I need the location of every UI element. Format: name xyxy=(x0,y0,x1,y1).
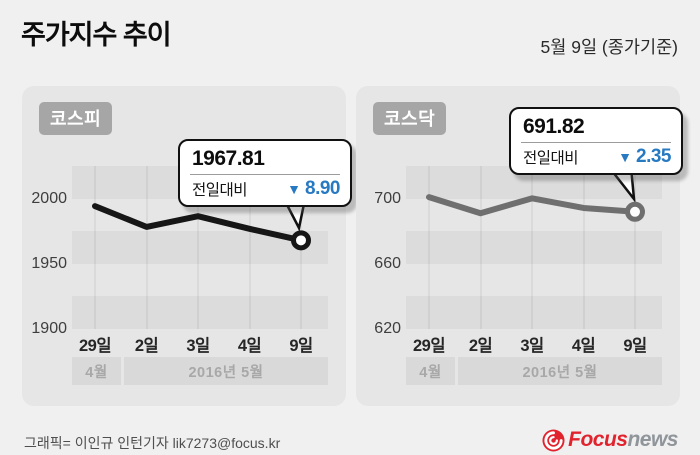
gridline xyxy=(248,166,251,329)
plot-band xyxy=(406,264,662,297)
kosdaq-change-value: 2.35 xyxy=(636,146,671,167)
gridline xyxy=(634,166,636,329)
month-bar-may: 2016년 5월 xyxy=(458,357,662,385)
gridline xyxy=(531,166,533,329)
down-triangle-icon: ▼ xyxy=(287,181,302,197)
gridline xyxy=(479,166,482,329)
kospi-change-value: 8.90 xyxy=(305,178,340,199)
divider xyxy=(190,174,340,175)
logo-text-news: news xyxy=(627,428,678,451)
gridline xyxy=(582,166,585,329)
x-axis-tick: 2일 xyxy=(468,337,493,355)
gridline xyxy=(145,166,148,329)
plot-band xyxy=(72,231,328,264)
focus-news-logo: Focus news xyxy=(542,428,678,452)
change-label: 전일대비 xyxy=(523,150,579,167)
x-axis-tick: 3일 xyxy=(520,337,544,355)
date-note: 5월 9일 (종가기준) xyxy=(540,37,678,57)
gridline xyxy=(428,166,430,329)
kospi-panel: 2000 1950 1900 29일 2일 3일 4일 9일 4월 2016년 … xyxy=(22,86,352,406)
gridline xyxy=(197,166,199,329)
x-axis-tick: 4일 xyxy=(237,337,262,355)
x-axis-tick: 3일 xyxy=(186,337,210,355)
divider xyxy=(521,142,671,143)
page-title: 주가지수 추이 xyxy=(21,20,172,50)
x-axis-tick: 9일 xyxy=(289,337,313,355)
y-axis-tick: 700 xyxy=(374,190,401,207)
x-axis-tick: 4일 xyxy=(571,337,596,355)
plot-band xyxy=(406,231,662,264)
plot-band xyxy=(72,296,328,329)
y-axis-tick: 2000 xyxy=(31,190,67,207)
logo-text-focus: Focus xyxy=(568,428,628,451)
credit-line: 그래픽= 이인규 인턴기자 lik7273@focus.kr xyxy=(24,435,281,451)
change-label: 전일대비 xyxy=(192,182,248,199)
x-axis-tick: 9일 xyxy=(623,337,647,355)
plot-band xyxy=(406,199,662,232)
kospi-close-value: 1967.81 xyxy=(192,147,265,170)
kosdaq-panel: 700 660 620 29일 2일 3일 4일 9일 4월 2016년 5월 … xyxy=(356,86,683,406)
plot-band xyxy=(72,264,328,297)
x-axis-tick: 29일 xyxy=(412,337,446,355)
month-bar-may: 2016년 5월 xyxy=(124,357,328,385)
kosdaq-callout: 691.82 전일대비 ▼ 2.35 xyxy=(509,107,683,175)
kospi-badge: 코스피 xyxy=(39,102,113,135)
y-axis-tick: 620 xyxy=(374,320,401,337)
plot-band xyxy=(406,296,662,329)
y-axis-tick: 1900 xyxy=(31,320,67,337)
y-axis-tick: 660 xyxy=(374,255,401,272)
gridline xyxy=(94,166,96,329)
down-triangle-icon: ▼ xyxy=(618,149,633,165)
focus-news-logo-icon xyxy=(542,428,565,452)
kospi-callout: 1967.81 전일대비 ▼ 8.90 xyxy=(178,139,352,207)
x-axis-tick: 29일 xyxy=(78,337,112,355)
y-axis-tick: 1950 xyxy=(31,255,67,272)
month-bar-april: 4월 xyxy=(406,357,455,385)
month-bar-april: 4월 xyxy=(72,357,121,385)
x-axis-tick: 2일 xyxy=(134,337,159,355)
kosdaq-close-value: 691.82 xyxy=(523,115,585,138)
plot-area xyxy=(406,166,662,329)
kosdaq-badge: 코스닥 xyxy=(373,102,447,135)
